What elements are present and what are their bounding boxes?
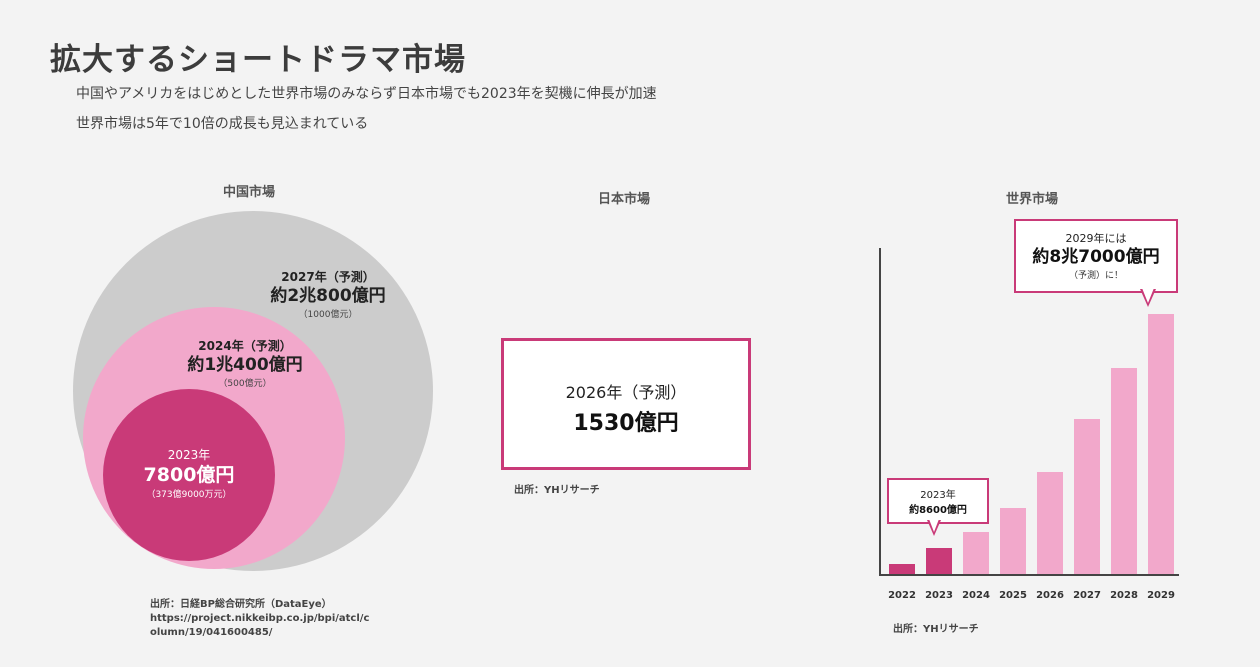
x-tick-2025: 2025 — [999, 590, 1027, 601]
x-tick-2022: 2022 — [888, 590, 916, 601]
china-2023-label: 2023年 7800億円 （373億9000万元） — [144, 446, 235, 500]
x-tick-2024: 2024 — [962, 590, 990, 601]
japan-value-box: 2026年（予測） 1530億円 — [501, 338, 751, 470]
china-2027-year: 2027年（予測） — [281, 270, 375, 284]
bar-2024 — [963, 532, 989, 574]
callout-2023-value: 約8600億円 — [909, 505, 967, 516]
callout-2029-line1: 2029年には — [1065, 232, 1127, 245]
callout-2029-value: 約8兆7000億円 — [1032, 247, 1160, 267]
china-source-url-1: https://project.nikkeibp.co.jp/bpi/atcl/… — [150, 613, 370, 624]
subtitle-line-2: 世界市場は5年で10倍の成長も見込まれている — [76, 116, 369, 132]
bar-2026 — [1037, 472, 1063, 574]
page-title: 拡大するショートドラマ市場 — [50, 42, 466, 78]
japan-market-title: 日本市場 — [597, 192, 651, 207]
bar-2028 — [1111, 368, 1137, 574]
china-2027-value: 約2兆800億円 — [270, 286, 386, 306]
callout-2029-line3: （予測）に！ — [1068, 271, 1123, 281]
bar-2025 — [1000, 508, 1026, 574]
callout-2023-line1: 2023年 — [920, 490, 956, 501]
world-source: 出所：YHリサーチ — [893, 624, 979, 635]
china-source: 出所：日経BP総合研究所（DataEye） https://project.ni… — [150, 598, 369, 640]
callout-2023: 2023年 約8600億円 — [887, 478, 989, 524]
japan-source: 出所：YHリサーチ — [514, 485, 600, 496]
china-2027-label: 2027年（予測） 約2兆800億円 （1000億元） — [270, 268, 385, 320]
china-2024-value: 約1兆400億円 — [187, 355, 303, 375]
callout-2023-pointer-fill — [929, 519, 939, 532]
bar-2027 — [1074, 419, 1100, 574]
x-tick-2028: 2028 — [1110, 590, 1138, 601]
x-tick-2027: 2027 — [1073, 590, 1101, 601]
subtitle-line-1: 中国やアメリカをはじめとした世界市場のみならず日本市場でも2023年を契機に伸長… — [76, 86, 657, 102]
chart-y-axis — [879, 248, 881, 575]
x-tick-2023: 2023 — [925, 590, 953, 601]
japan-value: 1530億円 — [573, 411, 679, 436]
china-2023-circle — [103, 389, 275, 561]
china-2023-value: 7800億円 — [143, 464, 235, 486]
china-2027-note: （1000億元） — [298, 310, 358, 320]
china-source-url-2: olumn/19/041600485/ — [150, 627, 273, 638]
china-2024-year: 2024年（予測） — [198, 339, 292, 353]
bar-2023 — [926, 548, 952, 574]
china-2024-label: 2024年（予測） 約1兆400億円 （500億元） — [187, 337, 302, 389]
china-market-title: 中国市場 — [222, 185, 276, 200]
bar-2029 — [1148, 314, 1174, 574]
x-tick-2029: 2029 — [1147, 590, 1175, 601]
bar-2022 — [889, 564, 915, 574]
callout-2029-pointer-fill — [1142, 288, 1154, 303]
china-source-line: 出所：日経BP総合研究所（DataEye） — [150, 599, 332, 610]
china-2023-note: （373億9000万元） — [146, 490, 232, 500]
chart-x-axis — [879, 574, 1179, 576]
world-market-title: 世界市場 — [1005, 192, 1059, 207]
x-tick-2026: 2026 — [1036, 590, 1064, 601]
china-2023-year: 2023年 — [167, 448, 211, 462]
china-2024-note: （500億元） — [218, 379, 272, 389]
callout-2029: 2029年には 約8兆7000億円 （予測）に！ — [1014, 219, 1178, 293]
japan-year: 2026年（予測） — [565, 383, 687, 402]
